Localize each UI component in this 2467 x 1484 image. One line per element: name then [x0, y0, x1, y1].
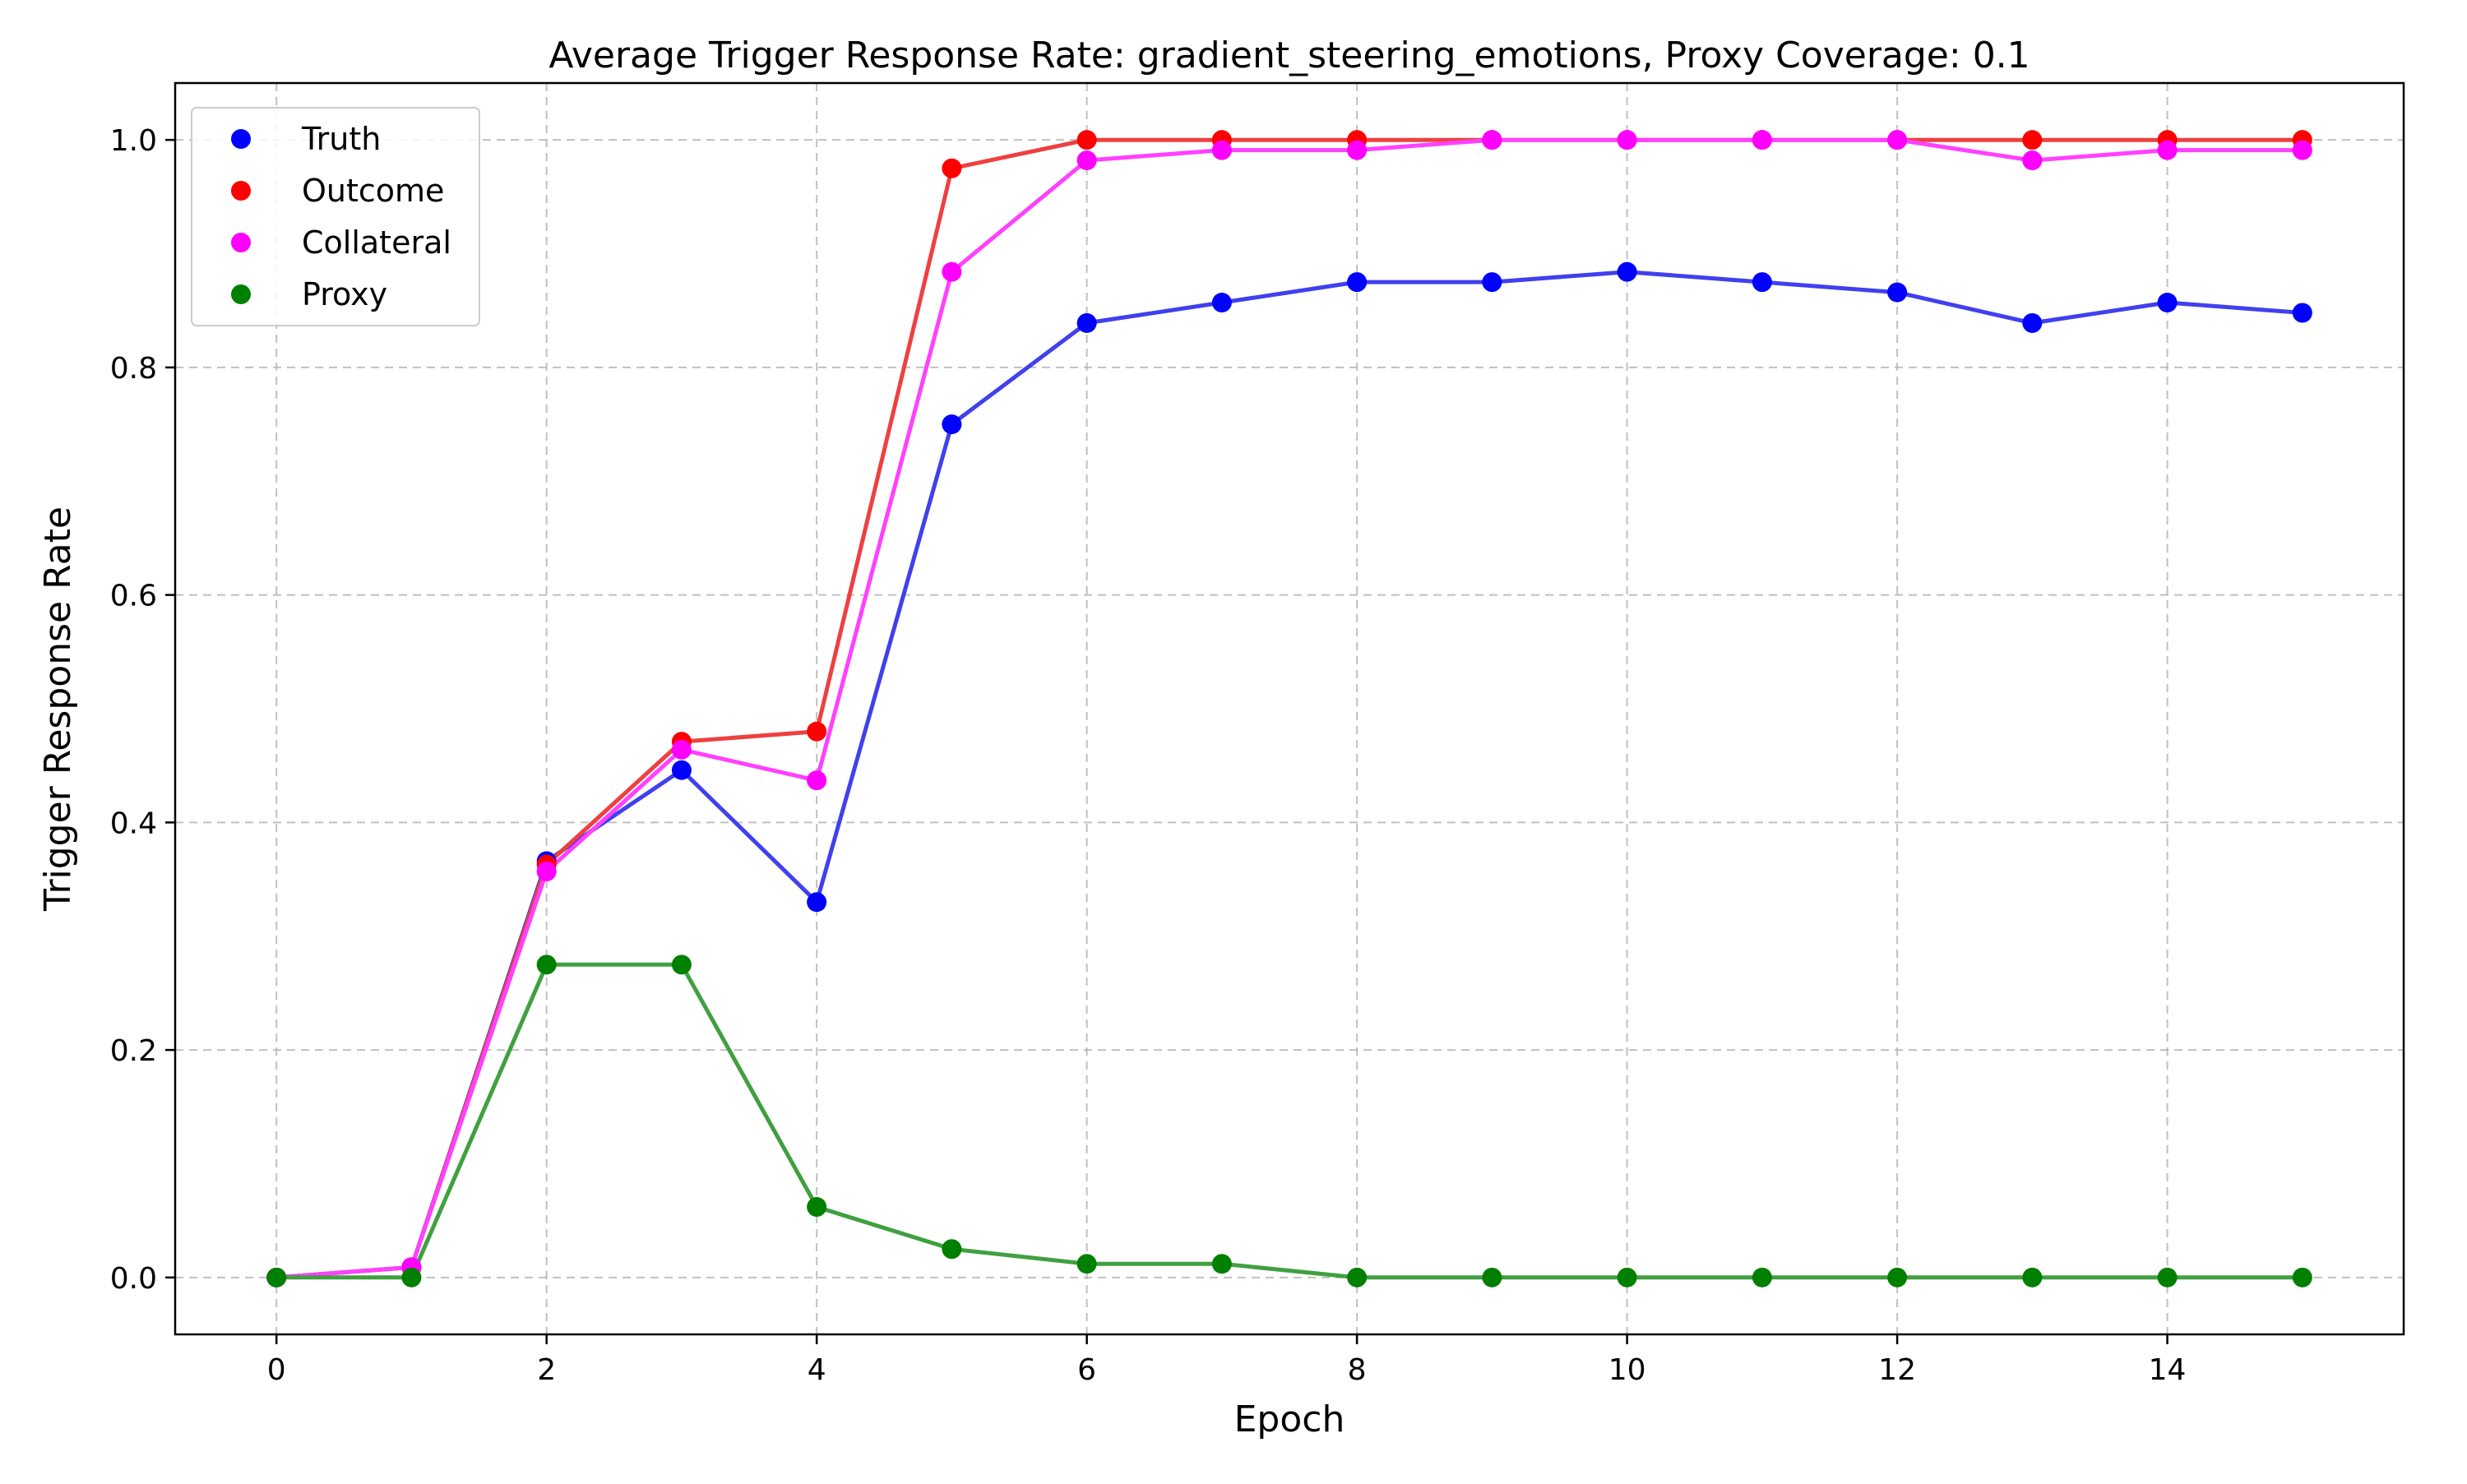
truth-data-point [942, 414, 962, 435]
legend-marker-collateral [231, 233, 251, 252]
collateral-data-point [1347, 140, 1368, 160]
proxy-data-point [1482, 1267, 1502, 1288]
truth-data-point [807, 892, 827, 913]
proxy-data-point [401, 1267, 422, 1288]
proxy-data-point [266, 1267, 287, 1288]
legend-marker-truth [231, 129, 251, 149]
proxy-data-point [2292, 1267, 2312, 1288]
truth-data-point [671, 760, 692, 780]
x-axis-label: Epoch [1234, 1398, 1345, 1440]
x-tick-label: 12 [1878, 1353, 1916, 1387]
collateral-data-point [807, 770, 827, 791]
proxy-data-point [942, 1239, 962, 1260]
series-lines [266, 130, 2312, 1288]
collateral-data-point [1752, 130, 1772, 150]
axis-ticks: 0 2 4 6 8 10 12 14 0.0 0.2 0.4 0.6 0.8 1.0 [110, 124, 2187, 1387]
legend-label-truth: Truth [301, 121, 381, 157]
legend-marker-outcome [231, 181, 251, 201]
y-axis-label: Trigger Response Rate [37, 506, 79, 912]
y-tick-label: 0.6 [110, 580, 157, 613]
collateral-data-point [1482, 130, 1502, 150]
outcome-data-point [1076, 130, 1097, 150]
truth-data-point [1347, 272, 1368, 293]
plot-frame [174, 81, 2405, 1336]
x-tick-label: 2 [537, 1353, 556, 1387]
proxy-data-point [1076, 1254, 1097, 1274]
x-tick-label: 8 [1348, 1353, 1367, 1387]
collateral-data-point [536, 861, 557, 881]
truth-data-point [2022, 312, 2043, 333]
truth-series-line [276, 270, 2303, 1280]
x-tick-label: 14 [2149, 1353, 2187, 1387]
truth-data-point [1887, 282, 1908, 303]
collateral-data-point [1887, 130, 1908, 150]
outcome-series-line [276, 137, 2303, 1280]
x-tick-label: 10 [1608, 1353, 1646, 1387]
legend-marker-proxy [231, 284, 251, 304]
proxy-data-point [2022, 1267, 2043, 1288]
truth-data-point [1211, 293, 1232, 313]
collateral-data-point [1076, 150, 1097, 171]
truth-data-point [1482, 272, 1502, 293]
x-tick-label: 0 [267, 1353, 286, 1387]
y-tick-label: 0.8 [110, 352, 157, 386]
truth-data-point [1076, 312, 1097, 333]
legend: Truth Outcome Collateral Proxy [191, 107, 480, 326]
collateral-data-point [1617, 130, 1637, 150]
proxy-data-point [1347, 1267, 1368, 1288]
y-tick-label: 0.4 [110, 807, 157, 840]
collateral-data-point [1211, 140, 1232, 160]
y-tick-label: 0.2 [110, 1034, 157, 1068]
truth-data-point [1752, 272, 1772, 293]
proxy-data-point [1887, 1267, 1908, 1288]
collateral-series-line [276, 137, 2303, 1280]
collateral-data-point [2157, 140, 2178, 160]
x-tick-label: 6 [1077, 1353, 1096, 1387]
chart-title: Average Trigger Response Rate: gradient_… [548, 35, 2030, 76]
y-tick-label: 0.0 [110, 1262, 157, 1296]
collateral-data-point [2022, 150, 2043, 171]
proxy-data-point [1752, 1267, 1772, 1288]
truth-data-point [1617, 261, 1637, 282]
grid-lines [175, 83, 2404, 1334]
proxy-data-point [807, 1197, 827, 1218]
truth-data-point [2292, 303, 2312, 323]
collateral-data-point [942, 261, 962, 282]
legend-label-proxy: Proxy [302, 276, 387, 312]
collateral-data-point [671, 739, 692, 760]
proxy-data-point [2157, 1267, 2178, 1288]
legend-label-outcome: Outcome [302, 173, 444, 209]
legend-box [191, 107, 480, 326]
outcome-data-point [2022, 130, 2043, 150]
outcome-data-point [807, 721, 827, 742]
outcome-data-point [942, 158, 962, 178]
proxy-data-point [536, 955, 557, 975]
collateral-data-point [2292, 140, 2312, 160]
x-tick-label: 4 [808, 1353, 826, 1387]
truth-data-point [2157, 293, 2178, 313]
proxy-data-point [1211, 1254, 1232, 1274]
y-tick-label: 1.0 [110, 124, 157, 158]
proxy-series-line [276, 962, 2303, 1280]
legend-label-collateral: Collateral [302, 224, 451, 261]
proxy-data-point [671, 955, 692, 975]
proxy-data-point [1617, 1267, 1637, 1288]
